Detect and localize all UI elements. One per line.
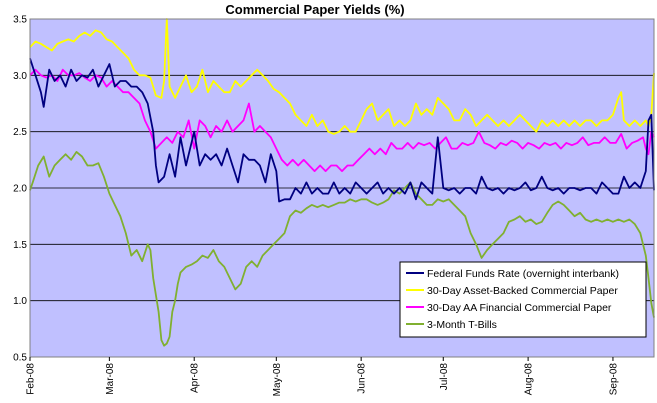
y-tick-label: 0.5 xyxy=(13,353,27,364)
series-line-0 xyxy=(29,58,655,203)
x-tick-label: Apr-08 xyxy=(190,363,201,393)
legend: Federal Funds Rate (overnight interbank)… xyxy=(399,261,647,338)
legend-label: Federal Funds Rate (overnight interbank) xyxy=(427,268,619,280)
x-tick-label: Jun-08 xyxy=(357,363,368,394)
legend-label: 30-Day Asset-Backed Commercial Paper xyxy=(427,285,618,297)
y-tick-label: 3.5 xyxy=(13,15,27,26)
x-tick-label: Sep-08 xyxy=(608,363,619,396)
x-tick-label: Aug-08 xyxy=(524,363,535,396)
y-axis: 0.5 1.0 1.5 2.0 2.5 3.0 3.5 xyxy=(13,15,27,364)
x-tick-label: Feb-08 xyxy=(26,363,37,395)
series-line-3 xyxy=(29,150,655,347)
x-tick-label: Mar-08 xyxy=(105,363,116,395)
legend-box xyxy=(399,261,647,338)
x-axis: Feb-08 Mar-08 Apr-08 May-08 Jun-08 Jul-08 Aug-… xyxy=(26,357,619,397)
series-line-2 xyxy=(29,68,655,173)
x-tick-label: Jul-08 xyxy=(439,363,450,391)
chart-title: Commercial Paper Yields (%) xyxy=(225,2,404,17)
x-tick-label: May-08 xyxy=(272,363,283,397)
legend-label: 3-Month T-Bills xyxy=(427,319,497,331)
y-tick-label: 2.0 xyxy=(13,184,27,195)
legend-label: 30-Day AA Financial Commercial Paper xyxy=(427,302,612,314)
y-tick-label: 3.0 xyxy=(13,71,27,82)
y-tick-label: 2.5 xyxy=(13,127,27,138)
plot-frame xyxy=(29,18,655,358)
y-tick-label: 1.5 xyxy=(13,240,27,251)
y-tick-label: 1.0 xyxy=(13,296,27,307)
series-layer xyxy=(29,18,655,347)
series-line-1 xyxy=(29,18,655,135)
